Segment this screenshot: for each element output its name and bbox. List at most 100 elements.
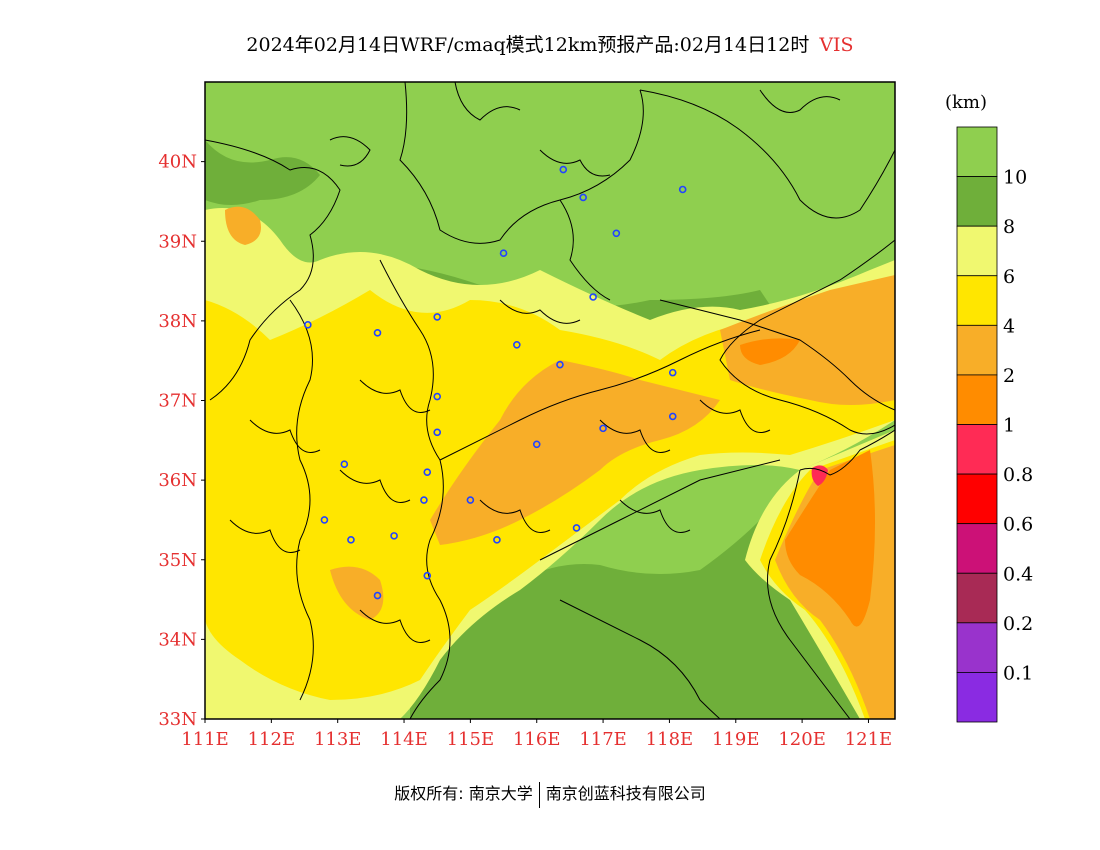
- footer-divider: [538, 781, 540, 808]
- county-border: [619, 499, 691, 533]
- lat-tick-label: 39N: [158, 231, 197, 252]
- station-marker: [423, 468, 432, 476]
- field-1km: [740, 338, 800, 365]
- colorbar-swatch: [956, 176, 998, 227]
- station-marker: [433, 428, 442, 437]
- station-marker: [678, 185, 687, 194]
- station-marker: [599, 424, 607, 433]
- lon-tick-label: 116E: [513, 729, 561, 750]
- county-border: [339, 469, 411, 503]
- lat-tick-label: 35N: [158, 550, 197, 571]
- title-variable: VIS: [819, 34, 854, 56]
- station-marker: [668, 368, 677, 377]
- province-border: [399, 82, 644, 244]
- station-marker: [340, 460, 349, 469]
- station-marker: [347, 536, 355, 544]
- county-border: [479, 499, 551, 533]
- county-border: [699, 399, 771, 433]
- county-border: [559, 199, 611, 301]
- station-marker: [433, 313, 442, 321]
- province-border: [559, 599, 721, 719]
- footer: 版权所有: 南京大学 南京创蓝科技有限公司: [0, 780, 1100, 808]
- province-border: [639, 89, 895, 219]
- colorbar-label: 4: [1003, 315, 1015, 337]
- county-border: [539, 149, 611, 177]
- lat-tick-label: 40N: [158, 152, 197, 173]
- lon-tick-label: 112E: [248, 729, 296, 750]
- colorbar-label: 10: [1003, 167, 1027, 189]
- field-2km: [225, 206, 261, 245]
- field-2km: [430, 360, 720, 545]
- station-marker: [499, 249, 508, 257]
- station-marker: [433, 392, 442, 401]
- colorbar-swatch: [956, 374, 998, 425]
- province-border: [767, 469, 851, 719]
- colorbar-swatch: [956, 572, 998, 624]
- county-border: [229, 519, 301, 553]
- lon-tick-label: 111E: [181, 729, 229, 750]
- county-border: [329, 136, 371, 167]
- lon-tick-label: 117E: [579, 729, 627, 750]
- station-marker: [579, 193, 587, 202]
- colorbar-swatch: [956, 324, 998, 376]
- lon-tick-label: 119E: [712, 729, 760, 750]
- colorbar-swatch: [956, 225, 998, 277]
- colorbar-swatch: [956, 672, 998, 723]
- field-1km: [785, 450, 875, 627]
- station-marker: [556, 360, 564, 369]
- footer-company: 南京创蓝科技有限公司: [545, 784, 706, 803]
- field-8km: [205, 140, 320, 205]
- field-8km: [410, 460, 860, 719]
- colorbar: 10 8 6 4 2 1 0.8 0.6 0.4 0.2 0.1: [956, 126, 1033, 723]
- colorbar-label: 0.8: [1003, 464, 1033, 486]
- lon-tick-label: 115E: [447, 729, 495, 750]
- coastline: [799, 429, 895, 476]
- colorbar-swatch: [956, 424, 998, 475]
- lat-tick-label: 36N: [158, 470, 197, 491]
- lat-tick-label: 38N: [158, 311, 197, 332]
- colorbar-label: 0.6: [1003, 514, 1033, 536]
- colorbar-swatch: [956, 622, 998, 673]
- county-border: [499, 299, 581, 324]
- page-title: 2024年02月14日WRF/cmaq模式12km预报产品:02月14日12时 V…: [0, 30, 1100, 57]
- lon-tick-label: 118E: [646, 729, 694, 750]
- colorbar-label: 6: [1003, 266, 1015, 288]
- lat-tick-label: 37N: [158, 391, 197, 412]
- station-marker: [420, 496, 428, 504]
- field-0.8km: [811, 465, 828, 486]
- station-marker: [493, 536, 501, 544]
- title-main: 2024年02月14日WRF/cmaq模式12km预报产品:02月14日12时: [246, 34, 810, 56]
- county-border: [454, 82, 521, 121]
- province-border: [439, 329, 761, 461]
- colorbar-label: 1: [1003, 415, 1015, 437]
- station-marker: [532, 440, 541, 449]
- colorbar-label: 0.1: [1003, 662, 1033, 684]
- lon-tick-label: 114E: [380, 729, 428, 750]
- colorbar-swatch: [956, 275, 998, 326]
- lat-tick-label: 33N: [158, 709, 197, 730]
- province-border: [539, 459, 781, 561]
- colorbar-unit: (km): [945, 92, 987, 113]
- county-border: [249, 419, 321, 453]
- colorbar-label: 8: [1003, 216, 1015, 238]
- field-2km: [720, 275, 895, 405]
- province-border: [379, 259, 451, 719]
- station-marker: [373, 591, 382, 600]
- county-border: [359, 609, 431, 643]
- county-border: [359, 379, 431, 413]
- footer-copyright: 版权所有: 南京大学: [394, 784, 533, 803]
- station-marker: [373, 329, 382, 337]
- colorbar-label: 0.2: [1003, 613, 1033, 635]
- station-marker: [423, 571, 432, 580]
- lon-tick-label: 120E: [778, 729, 826, 750]
- station-marker: [612, 229, 621, 238]
- station-marker: [589, 293, 597, 301]
- county-border: [599, 419, 671, 453]
- station-marker: [513, 340, 521, 349]
- station-markers: [304, 165, 687, 600]
- colorbar-swatch: [956, 126, 998, 177]
- colorbar-label: 2: [1003, 365, 1015, 387]
- province-border: [289, 299, 314, 701]
